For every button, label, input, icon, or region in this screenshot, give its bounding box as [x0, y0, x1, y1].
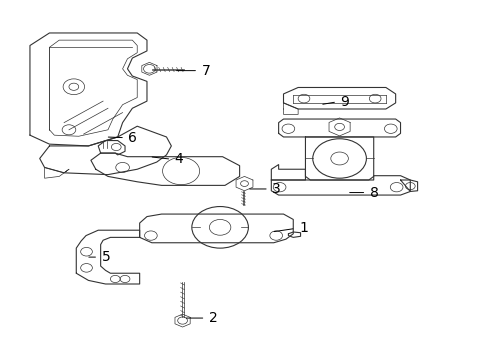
Text: 5: 5 [102, 250, 110, 264]
Text: 6: 6 [128, 131, 137, 145]
Text: 2: 2 [208, 311, 217, 325]
Text: 3: 3 [272, 182, 281, 196]
Text: 8: 8 [369, 185, 378, 199]
Text: 4: 4 [174, 152, 183, 166]
Text: 7: 7 [201, 64, 210, 78]
Text: 9: 9 [340, 95, 349, 109]
Text: 1: 1 [299, 221, 307, 235]
